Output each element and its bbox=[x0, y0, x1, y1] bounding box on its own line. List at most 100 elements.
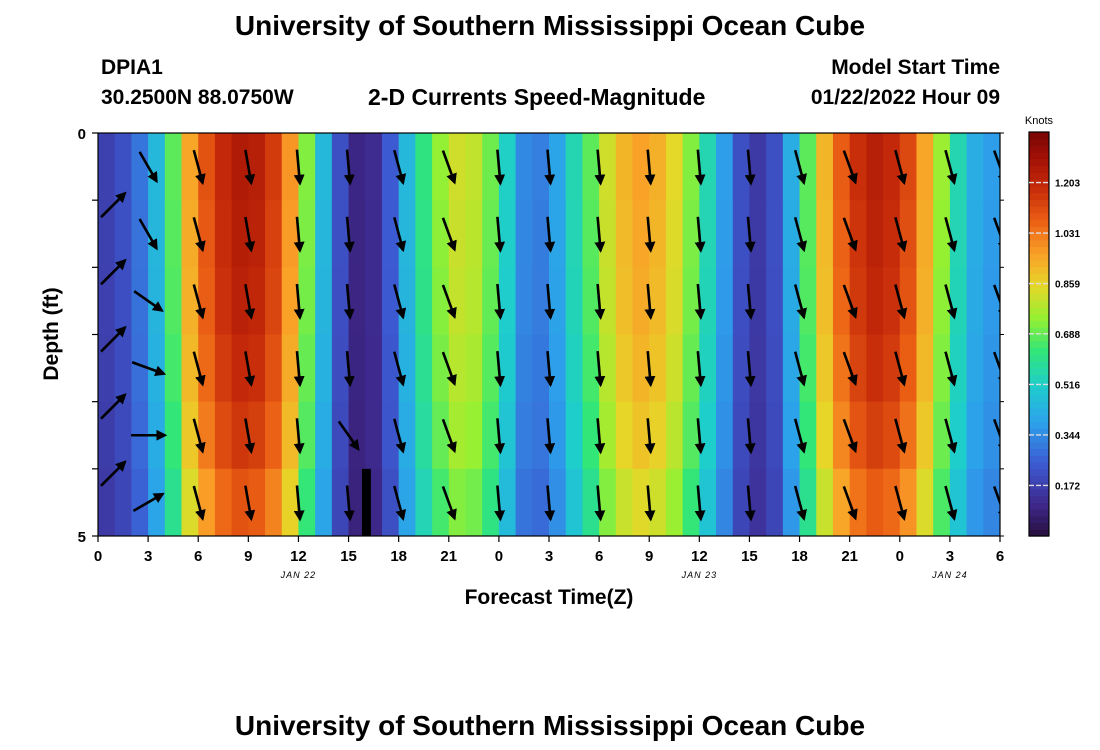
heatmap-cell bbox=[565, 200, 584, 268]
heatmap-cell bbox=[665, 133, 684, 201]
heatmap-cell bbox=[532, 267, 550, 336]
heatmap-cell bbox=[699, 267, 717, 336]
colorbar-segment bbox=[1029, 145, 1049, 153]
heatmap-cell bbox=[682, 401, 700, 470]
heatmap-cell bbox=[432, 267, 450, 336]
colorbar-segment bbox=[1029, 435, 1049, 443]
heatmap-cell bbox=[198, 200, 216, 268]
heatmap-cell bbox=[665, 334, 684, 403]
heatmap-cell bbox=[465, 200, 483, 268]
current-arrow bbox=[944, 284, 958, 320]
current-arrow bbox=[744, 351, 756, 388]
heatmap-cell bbox=[966, 401, 984, 470]
heatmap-cell bbox=[515, 334, 533, 403]
heatmap-cell bbox=[164, 468, 183, 536]
heatmap-cell bbox=[315, 133, 333, 201]
heatmap-cell bbox=[381, 401, 400, 470]
current-arrow bbox=[793, 418, 807, 454]
heatmap-cell bbox=[315, 267, 333, 336]
heatmap-cell bbox=[549, 468, 567, 536]
heatmap-cell bbox=[599, 468, 617, 536]
current-arrow bbox=[131, 361, 167, 377]
heatmap-cell bbox=[816, 334, 834, 403]
colorbar-segment bbox=[1029, 354, 1049, 362]
colorbar-segment bbox=[1029, 441, 1049, 450]
heatmap-cell bbox=[766, 401, 784, 470]
heatmap-cell bbox=[816, 200, 834, 268]
heatmap-cell bbox=[966, 267, 984, 336]
heatmap-cell bbox=[465, 267, 483, 336]
date-label: JAN 23 bbox=[681, 570, 718, 580]
heatmap-cell bbox=[148, 468, 166, 536]
colorbar-segment bbox=[1029, 334, 1049, 342]
heatmap-cell bbox=[816, 267, 834, 336]
heatmap-cell bbox=[582, 468, 600, 536]
current-arrow bbox=[244, 351, 256, 387]
current-arrow bbox=[992, 351, 1000, 387]
heatmap-cell bbox=[381, 133, 400, 201]
heatmap-cell bbox=[398, 200, 416, 268]
heatmap-cell bbox=[732, 133, 751, 201]
heatmap-cell bbox=[164, 133, 183, 201]
colorbar-tick-label: 0.172 bbox=[1055, 481, 1080, 492]
heatmap-cell bbox=[498, 334, 517, 403]
colorbar-tick-label: 1.031 bbox=[1055, 229, 1080, 240]
heatmap-cell bbox=[348, 401, 366, 470]
heatmap-cell bbox=[565, 468, 584, 536]
heatmap-cell bbox=[649, 133, 667, 201]
heatmap-cell bbox=[766, 133, 784, 201]
colorbar: Knots 1.203 1.031 0.859 0.688 0.516 0.344 0.172 bbox=[1025, 115, 1080, 537]
heatmap-cell bbox=[716, 334, 734, 403]
current-arrow bbox=[644, 485, 656, 522]
heatmap-cell bbox=[565, 267, 584, 336]
chart-title: University of Southern Mississippi Ocean… bbox=[234, 10, 866, 41]
heatmap-cell bbox=[181, 468, 199, 536]
heatmap-cell bbox=[198, 133, 216, 201]
heatmap-cell bbox=[532, 334, 550, 403]
current-arrow bbox=[192, 485, 206, 521]
colorbar-segment bbox=[1029, 401, 1049, 409]
heatmap-cell bbox=[248, 401, 266, 470]
heatmap-cell bbox=[866, 267, 884, 336]
heatmap-cell bbox=[766, 334, 784, 403]
heatmap-cell bbox=[966, 133, 984, 201]
x-tick-label: 12 bbox=[691, 548, 708, 565]
heatmap-cell bbox=[381, 334, 400, 403]
heatmap-cell bbox=[766, 200, 784, 268]
heatmap-cell bbox=[164, 401, 183, 470]
heatmap-cell bbox=[498, 468, 517, 536]
heatmap-cell bbox=[265, 267, 283, 336]
heatmap-cell bbox=[281, 401, 300, 470]
heatmap-cell bbox=[899, 267, 918, 336]
current-arrow bbox=[944, 216, 958, 253]
heatmap-cell bbox=[465, 133, 483, 201]
heatmap-cell bbox=[916, 468, 934, 536]
x-tick-label: 9 bbox=[645, 548, 653, 565]
heatmap-cell bbox=[148, 200, 166, 268]
heatmap-cell bbox=[114, 468, 133, 536]
colorbar-segment bbox=[1029, 165, 1049, 173]
heatmap-cell bbox=[949, 334, 968, 403]
colorbar-segment bbox=[1029, 360, 1049, 369]
current-arrow bbox=[244, 283, 256, 320]
colorbar-segment bbox=[1029, 152, 1049, 160]
current-arrow bbox=[694, 216, 706, 253]
current-arrows bbox=[100, 149, 1000, 522]
heatmap-cell bbox=[832, 133, 851, 201]
current-arrow bbox=[594, 485, 606, 522]
heatmap-cell bbox=[181, 133, 199, 201]
current-arrow bbox=[544, 283, 556, 321]
heatmap-cell bbox=[265, 401, 283, 470]
current-arrow bbox=[594, 149, 606, 186]
current-arrow bbox=[644, 149, 656, 186]
heatmap-cell bbox=[582, 267, 600, 336]
heatmap-cell bbox=[916, 334, 934, 403]
date-label: JAN 24 bbox=[931, 570, 968, 580]
x-tick-label: 0 bbox=[896, 548, 904, 565]
current-arrow bbox=[694, 418, 706, 455]
current-arrow bbox=[744, 149, 756, 186]
heatmap-cell bbox=[732, 401, 751, 470]
current-arrow bbox=[793, 284, 807, 320]
current-arrow bbox=[544, 351, 556, 388]
current-arrow bbox=[343, 149, 355, 186]
